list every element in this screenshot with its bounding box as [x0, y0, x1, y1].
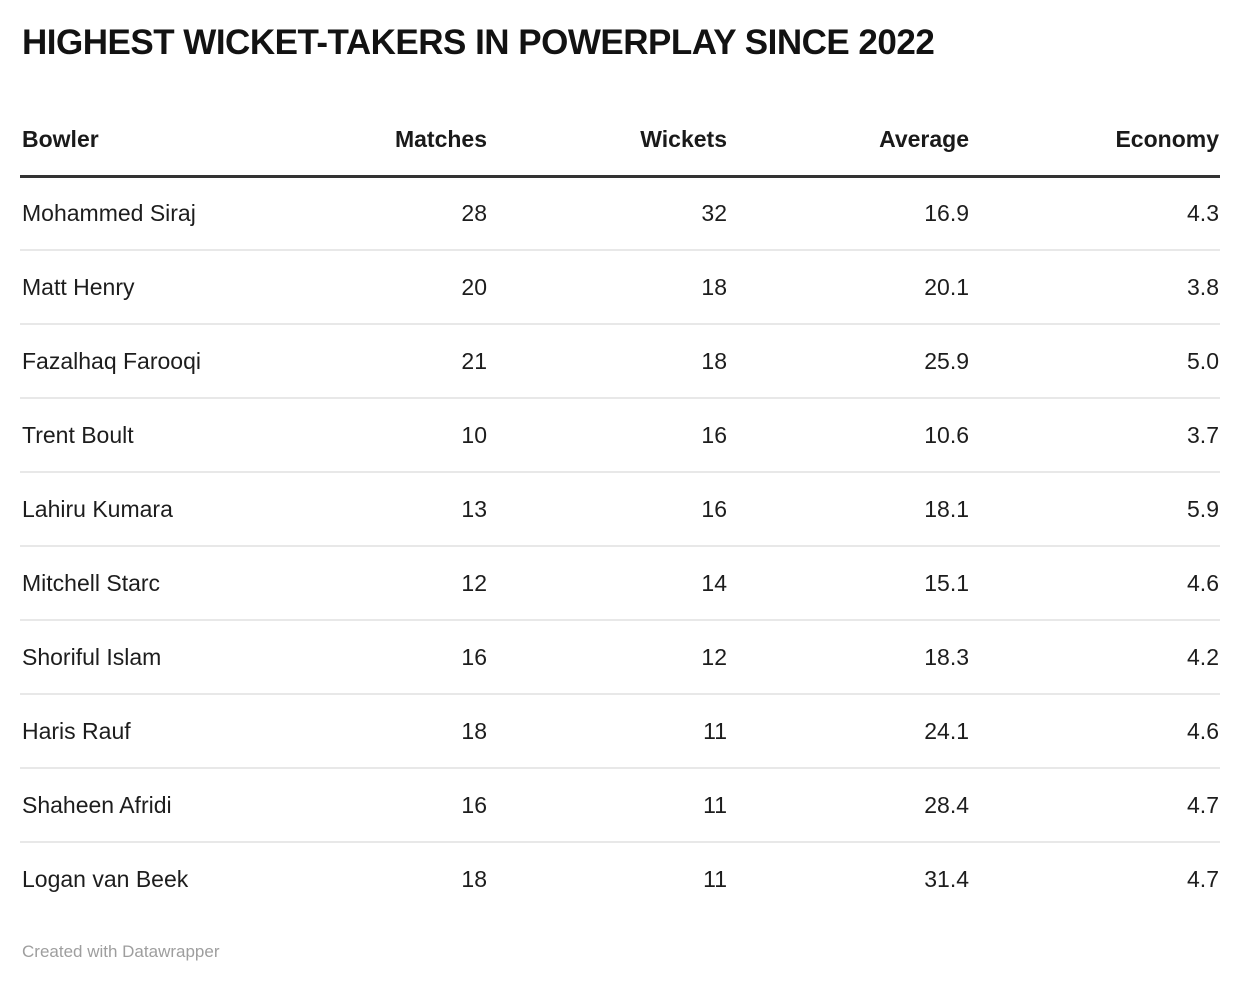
cell-economy: 3.7: [970, 397, 1220, 472]
cell-wickets: 16: [488, 397, 728, 472]
cell-bowler: Matt Henry: [20, 249, 248, 324]
cell-matches: 28: [461, 199, 487, 226]
cell-average: 18.3: [728, 619, 970, 694]
cell-wickets: 16: [488, 471, 728, 546]
cell-matches: 18: [248, 693, 488, 768]
cell-wickets: 18: [488, 249, 728, 324]
cell-matches: 16: [248, 619, 488, 694]
table-header-row: Bowler Matches Wickets Average Economy: [20, 104, 1220, 178]
chart-title: HIGHEST WICKET-TAKERS IN POWERPLAY SINCE…: [22, 23, 935, 62]
cell-wickets: 11: [488, 693, 728, 768]
cell-economy: 5.0: [970, 323, 1220, 398]
cell-average: 10.6: [728, 397, 970, 472]
cell-bowler: Trent Boult: [20, 397, 248, 472]
column-header-average: Average: [728, 104, 970, 178]
cell-bowler: Shoriful Islam: [20, 619, 248, 694]
table-row: Fazalhaq Farooqi 21 18 25.9 5.0: [20, 323, 1220, 398]
datawrapper-credit: Created with Datawrapper: [22, 942, 220, 961]
cell-matches: 16: [248, 767, 488, 842]
cell-wickets: 11: [488, 767, 728, 842]
cell-matches: 20: [248, 249, 488, 324]
cell-average: 24.1: [728, 693, 970, 768]
column-header-matches: Matches: [248, 104, 488, 178]
cell-average: 16.9: [924, 199, 969, 226]
cell-economy: 4.7: [970, 841, 1220, 916]
cell-economy: 4.6: [970, 545, 1220, 620]
table-row: Shaheen Afridi 16 11 28.4 4.7: [20, 767, 1220, 842]
cell-wickets: 18: [488, 323, 728, 398]
cell-economy: 4.6: [970, 693, 1220, 768]
column-header-economy: Economy: [970, 104, 1220, 178]
cell-average: 20.1: [728, 249, 970, 324]
table-row: Haris Rauf 18 11 24.1 4.6: [20, 693, 1220, 768]
cell-matches: 12: [248, 545, 488, 620]
table-row: Logan van Beek 18 11 31.4 4.7: [20, 841, 1220, 916]
cell-matches: 13: [248, 471, 488, 546]
cell-economy: 3.8: [970, 249, 1220, 324]
table-body: Mohammed Siraj 28 32 16.9 4.3 Matt Henry 20 18 2…: [20, 176, 1220, 916]
cell-bowler: Haris Rauf: [20, 693, 248, 768]
cell-bowler: Shaheen Afridi: [20, 767, 248, 842]
cell-matches: 10: [248, 397, 488, 472]
cell-bowler: Mitchell Starc: [20, 545, 248, 620]
table-row: Matt Henry 20 18 20.1 3.8: [20, 249, 1220, 324]
cell-economy: 4.3: [1187, 199, 1219, 226]
cell-economy: 4.7: [970, 767, 1220, 842]
cell-wickets: 32: [701, 199, 727, 226]
cell-average: 25.9: [728, 323, 970, 398]
cell-wickets: 11: [488, 841, 728, 916]
table-row: Trent Boult 10 16 10.6 3.7: [20, 397, 1220, 472]
column-header-bowler: Bowler: [20, 104, 248, 178]
cell-bowler: Logan van Beek: [20, 841, 248, 916]
cell-matches: 21: [248, 323, 488, 398]
cell-average: 18.1: [728, 471, 970, 546]
cell-wickets: 12: [488, 619, 728, 694]
wicket-takers-table: Bowler Matches Wickets Average Economy M…: [20, 104, 1220, 916]
cell-bowler: Mohammed Siraj: [22, 199, 196, 226]
cell-wickets: 14: [488, 545, 728, 620]
cell-average: 28.4: [728, 767, 970, 842]
cell-average: 31.4: [728, 841, 970, 916]
table-row: Lahiru Kumara 13 16 18.1 5.9: [20, 471, 1220, 546]
cell-matches: 18: [248, 841, 488, 916]
table-row: Shoriful Islam 16 12 18.3 4.2: [20, 619, 1220, 694]
cell-bowler: Lahiru Kumara: [20, 471, 248, 546]
column-header-wickets: Wickets: [488, 104, 728, 178]
cell-average: 15.1: [728, 545, 970, 620]
cell-economy: 4.2: [970, 619, 1220, 694]
table-row: Mohammed Siraj 28 32 16.9 4.3: [20, 176, 1220, 250]
table-header: Bowler Matches Wickets Average Economy: [20, 104, 1220, 178]
table-row: Mitchell Starc 12 14 15.1 4.6: [20, 545, 1220, 620]
cell-bowler: Fazalhaq Farooqi: [20, 323, 248, 398]
cell-economy: 5.9: [970, 471, 1220, 546]
